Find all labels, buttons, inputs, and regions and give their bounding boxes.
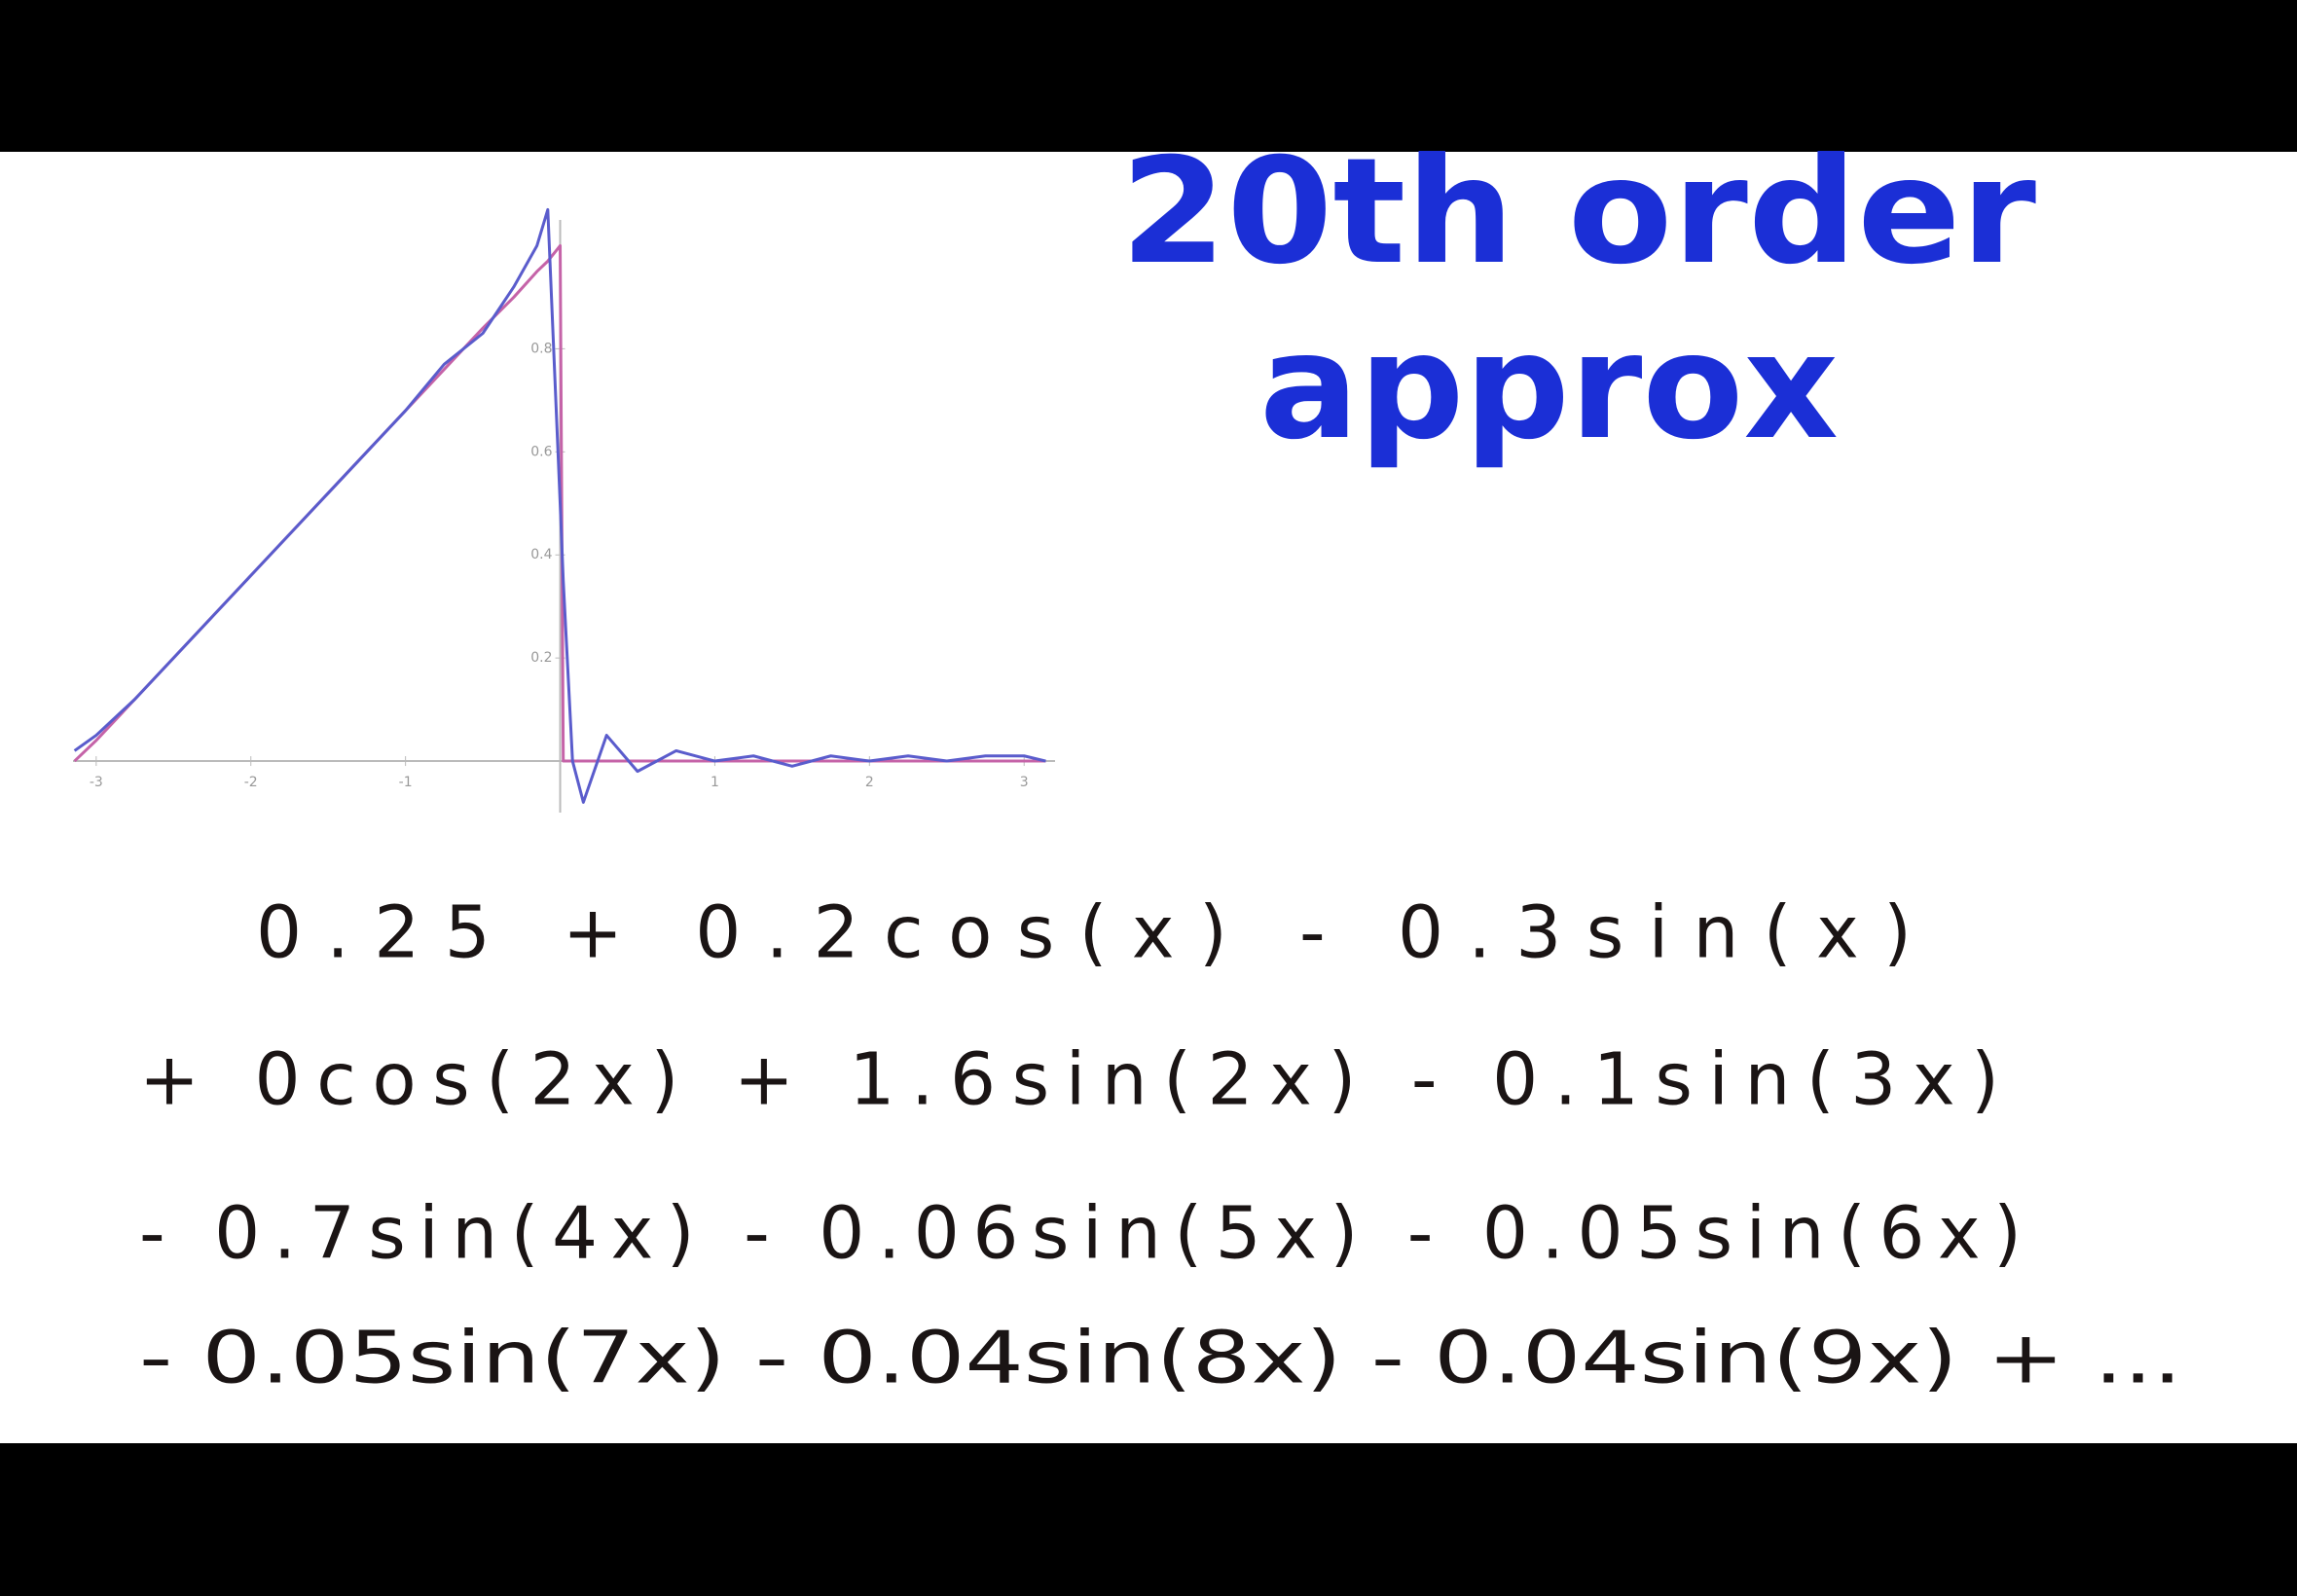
whiteboard [0, 152, 2297, 1443]
x-tick-label: 1 [711, 775, 719, 790]
x-tick-label: 3 [1020, 775, 1029, 790]
x-tick-label: -2 [244, 775, 258, 790]
x-tick-label: -3 [90, 775, 103, 790]
y-tick-label: 0.6 [530, 444, 552, 459]
bottom-bar [0, 1443, 2297, 1596]
equation-line: - 0.05sin(7x) - 0.04sin(8x) - 0.04sin(9x… [139, 1317, 2182, 1400]
heading-line: 20th order [1120, 127, 2036, 297]
heading-line: approx [1259, 303, 1839, 472]
equation-line: + 0cos(2x) + 1.6sin(2x) - 0.1sin(3x) [139, 1038, 1999, 1122]
top-bar [0, 0, 2297, 152]
y-tick-label: 0.4 [530, 547, 552, 562]
plot: -3 -2 -1 1 2 3 0.2 0.4 0.6 0.8 [73, 207, 1055, 813]
x-tick-label: -1 [399, 775, 413, 790]
series-line [73, 207, 1046, 804]
x-tick-label: 2 [865, 775, 874, 790]
y-tick-label: 0.2 [530, 650, 552, 666]
y-tick-label: 0.8 [530, 341, 552, 356]
